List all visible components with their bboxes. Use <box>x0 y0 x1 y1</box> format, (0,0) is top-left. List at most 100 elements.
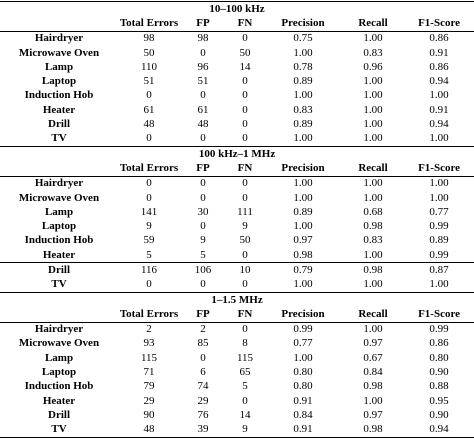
metric-value: 1.00 <box>363 118 383 131</box>
metric-value: 59 <box>143 234 155 247</box>
metric-value: 0.83 <box>363 234 383 247</box>
metric-value: 0 <box>118 131 180 147</box>
metric-value: 0 <box>242 75 248 88</box>
column-header: Recall <box>342 307 404 323</box>
metric-value: 0 <box>242 103 248 116</box>
metric-value: 0.88 <box>429 380 449 393</box>
metric-value: 1.00 <box>429 191 449 204</box>
data-row: Microwave Oven 93 85 8 0.77 0.97 0.86 <box>0 337 474 351</box>
metric-value: 14 <box>239 60 251 73</box>
appliance-name: Induction Hob <box>24 234 94 247</box>
metric-value: 0.96 <box>363 60 383 73</box>
metric-value: 1.00 <box>363 394 383 407</box>
column-header: Recall <box>342 16 404 32</box>
metric-value: 90 <box>143 408 155 421</box>
metric-value: 0.91 <box>429 46 449 59</box>
metric-value: 116 <box>118 262 180 278</box>
metric-value: 0 <box>118 277 180 293</box>
appliance-name: TV <box>0 131 118 147</box>
metric-value: 2 <box>146 323 152 336</box>
metric-value: 50 <box>239 46 251 59</box>
metric-value: 79 <box>143 380 155 393</box>
metric-value: 9 <box>226 422 264 438</box>
column-header: Total Errors <box>118 307 180 323</box>
metric-value: 51 <box>143 75 155 88</box>
metric-value: 1.00 <box>363 103 383 116</box>
appliance-name: Laptop <box>41 366 77 379</box>
metric-value: 0 <box>200 46 206 59</box>
metric-value: 1.00 <box>363 89 383 102</box>
metric-value: 0.78 <box>293 60 313 73</box>
column-header: F1-Score <box>404 161 474 177</box>
metric-value: 115 <box>236 351 254 364</box>
metric-value: 0 <box>200 177 206 190</box>
appliance-name: Laptop <box>41 220 77 233</box>
metric-value: 2 <box>200 323 206 336</box>
metric-value: 74 <box>197 380 209 393</box>
metric-value: 0.97 <box>293 234 313 247</box>
data-row: Heater 29 29 0 0.91 1.00 0.95 <box>0 394 474 408</box>
metric-value: 5 <box>200 248 206 261</box>
data-row: Drill 90 76 14 0.84 0.97 0.90 <box>0 408 474 422</box>
metric-value: 76 <box>197 408 209 421</box>
appliance-name: Drill <box>0 262 118 278</box>
data-row: Laptop 9 0 9 1.00 0.98 0.99 <box>0 219 474 233</box>
metric-value: 93 <box>143 337 155 350</box>
metric-value: 0 <box>242 177 248 190</box>
metric-value: 0 <box>242 248 248 261</box>
data-row: Drill 48 48 0 0.89 1.00 0.94 <box>0 117 474 131</box>
metric-value: 5 <box>242 380 248 393</box>
metric-value: 0 <box>180 131 226 147</box>
metric-value: 0.80 <box>429 351 449 364</box>
metric-value: 0.87 <box>404 262 474 278</box>
metric-value: 0.97 <box>363 408 383 421</box>
metric-value: 1.00 <box>293 177 313 190</box>
appliance-name: Lamp <box>44 205 74 218</box>
metric-value: 0.90 <box>429 408 449 421</box>
metric-value: 0 <box>200 191 206 204</box>
column-header: Total Errors <box>118 16 180 32</box>
metric-value: 0.86 <box>429 32 449 45</box>
metric-value: 65 <box>239 366 251 379</box>
metric-value: 0.94 <box>404 422 474 438</box>
metric-value: 1.00 <box>429 177 449 190</box>
metric-value: 5 <box>146 248 152 261</box>
metric-value: 0 <box>146 89 152 102</box>
appliance-name: Lamp <box>44 351 74 364</box>
metric-value: 9 <box>242 220 248 233</box>
metric-value: 1.00 <box>404 131 474 147</box>
metric-value: 0 <box>200 220 206 233</box>
section-title-row: 10–100 kHz <box>0 1 474 17</box>
metric-value: 0.80 <box>293 366 313 379</box>
appliance-name: Drill <box>48 118 70 131</box>
data-row: Laptop 51 51 0 0.89 1.00 0.94 <box>0 74 474 88</box>
metric-value: 61 <box>143 103 155 116</box>
column-header: Precision <box>264 307 342 323</box>
metric-value: 0.86 <box>429 60 449 73</box>
metric-value: 0.77 <box>429 205 449 218</box>
section-title: 100 kHz–1 MHz <box>0 145 474 162</box>
metric-value: 0 <box>146 191 152 204</box>
metric-value: 0.97 <box>363 337 383 350</box>
data-row: Induction Hob 0 0 0 1.00 1.00 1.00 <box>0 89 474 103</box>
metric-value: 6 <box>200 366 206 379</box>
metric-value: 111 <box>237 205 253 218</box>
column-header: FP <box>180 161 226 177</box>
section: 10–100 kHz Total Errors FP FN Precision Recal… <box>0 1 474 147</box>
metric-value: 98 <box>197 32 209 45</box>
metric-value: 0.83 <box>293 103 313 116</box>
metric-value: 1.00 <box>342 277 404 293</box>
metric-value: 1.00 <box>363 32 383 45</box>
data-row: Hairdryer 2 2 0 0.99 1.00 0.99 <box>0 322 474 337</box>
metric-value: 0 <box>200 89 206 102</box>
appliance-name: Heater <box>42 248 76 261</box>
metric-value: 0.89 <box>429 234 449 247</box>
metric-value: 0.77 <box>293 337 313 350</box>
header-cell <box>0 307 118 323</box>
metric-value: 1.00 <box>293 46 313 59</box>
column-header: FN <box>226 307 264 323</box>
header-cell <box>0 16 118 32</box>
data-row: Heater 5 5 0 0.98 1.00 0.99 <box>0 248 474 263</box>
header-row: Total Errors FP FN Precision Recall F1-Score <box>0 16 474 32</box>
